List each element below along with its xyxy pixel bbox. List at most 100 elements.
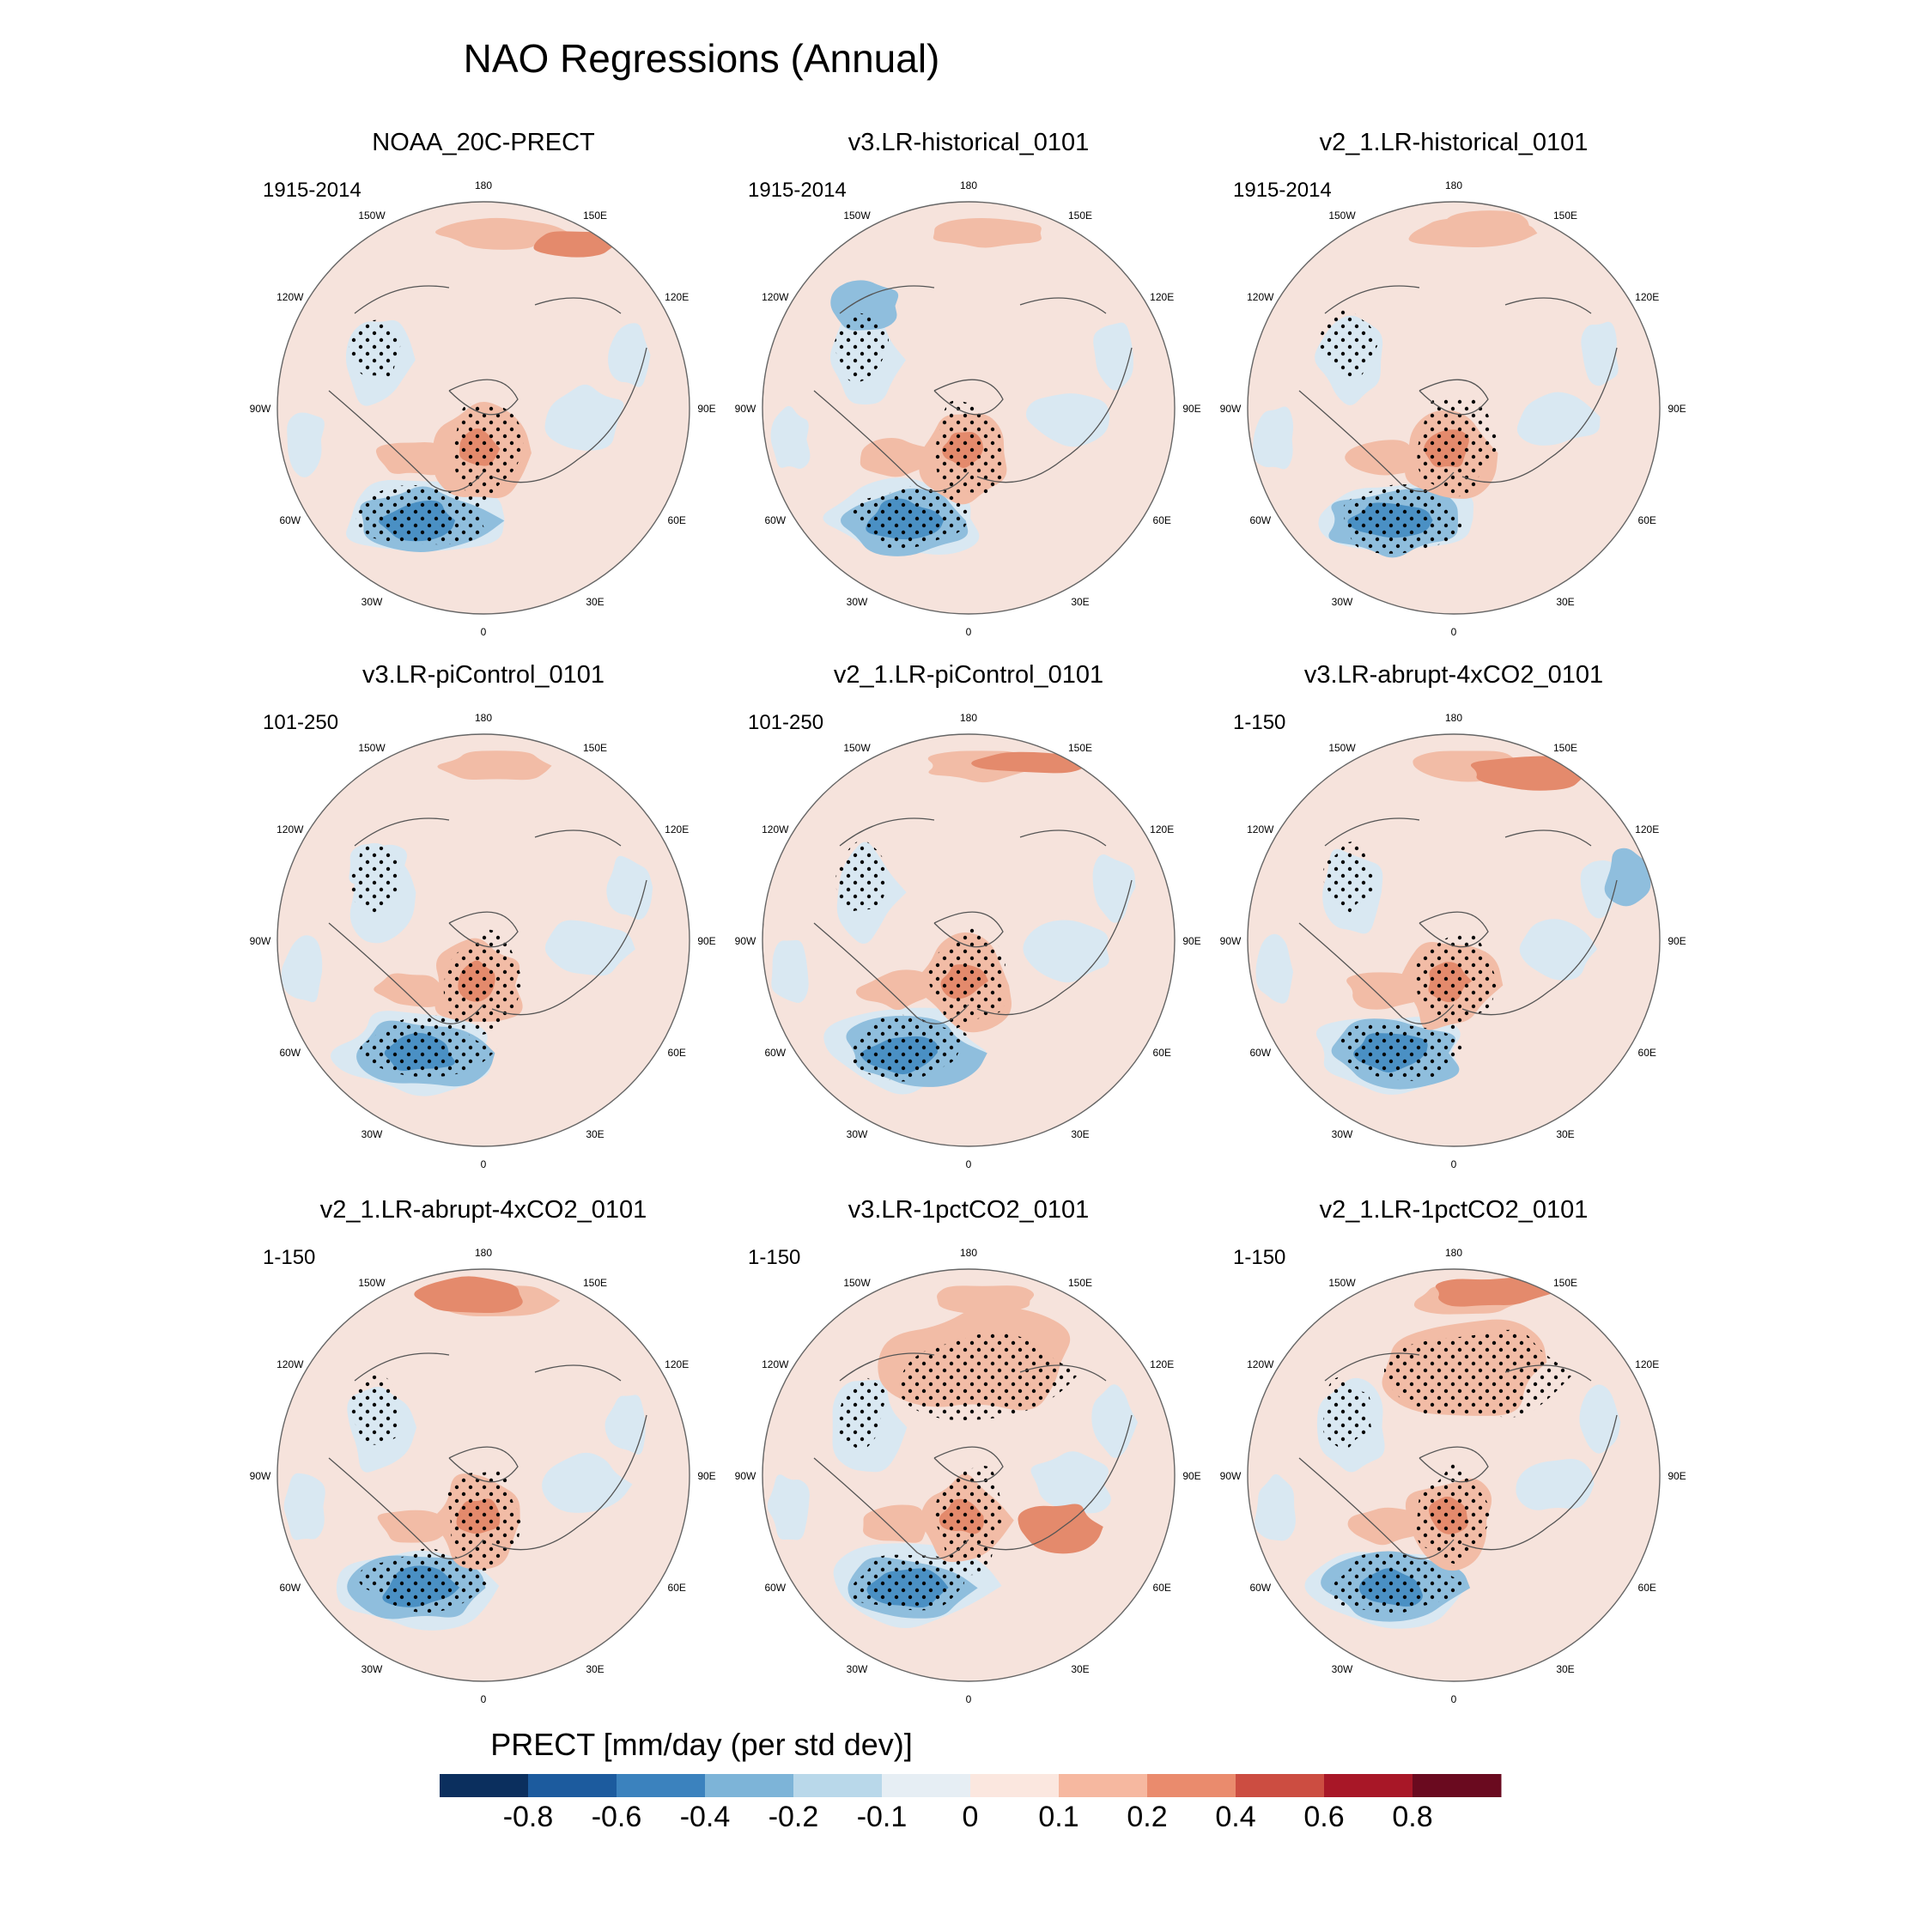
panel-title: v2_1.LR-abrupt-4xCO2_0101 — [320, 1196, 647, 1224]
longitude-label: 150W — [358, 210, 386, 222]
colorbar-tick-label: 0.1 — [1038, 1801, 1078, 1833]
map-border — [1247, 201, 1661, 615]
panel-title: v2_1.LR-historical_0101 — [1320, 129, 1589, 156]
longitude-label: 150E — [1553, 210, 1577, 222]
pacific-rim-positive-anomaly — [1435, 1278, 1556, 1307]
longitude-label: 150E — [1553, 1277, 1577, 1289]
coastlines — [328, 285, 647, 492]
coastlines — [813, 1352, 1133, 1559]
stipple-pacific — [834, 313, 890, 383]
longitude-label: 30E — [586, 1663, 604, 1675]
pacific-rim-positive-anomaly — [971, 751, 1085, 774]
stipple-pacific — [836, 1376, 886, 1450]
coastline-siberia — [1504, 1364, 1592, 1382]
stipple-pacific — [349, 843, 400, 914]
longitude-label: 120E — [1150, 823, 1174, 835]
longitude-label: 90E — [1182, 403, 1200, 415]
significance-stippling — [1322, 1329, 1574, 1614]
stipple-atlantic — [358, 1548, 488, 1613]
longitude-label: 120E — [1635, 823, 1659, 835]
tropical-atlantic-negative-anomaly — [281, 935, 323, 1003]
longitude-label: 120W — [276, 291, 304, 303]
siberia-negative-anomaly — [544, 384, 624, 451]
coastline-greenland — [933, 1446, 1004, 1483]
coastline-eurasia — [491, 347, 647, 483]
stipple-arctic — [935, 400, 1005, 496]
stipple-arctic — [443, 929, 524, 1035]
colorbar-tick-label: -0.6 — [592, 1801, 642, 1833]
longitude-label: 150E — [583, 210, 607, 222]
significance-stippling — [348, 319, 525, 545]
colorbar-tick-label: 0.8 — [1392, 1801, 1432, 1833]
significance-stippling — [349, 1375, 522, 1613]
longitude-label: 90W — [250, 403, 271, 415]
longitude-label: 150E — [1068, 210, 1092, 222]
longitude-label: 90E — [1182, 1470, 1200, 1482]
map-panel: v2_1.LR-historical_0101 1915-2014 180 150E 1… — [1220, 129, 1686, 638]
longitude-label: 150W — [1328, 742, 1356, 754]
stipple-pacific — [1322, 1376, 1371, 1450]
map-border — [276, 201, 690, 615]
longitude-label: 0 — [481, 626, 487, 638]
longitude-label: 30E — [1556, 596, 1574, 608]
tropical-atlantic-negative-anomaly — [287, 412, 325, 477]
longitude-label: 150W — [358, 742, 386, 754]
map-field — [277, 734, 690, 1146]
colorbar-title: PRECT [mm/day (per std dev)] — [490, 1727, 912, 1762]
significance-stippling — [835, 840, 1006, 1082]
colorbar-box — [617, 1774, 706, 1797]
coastline-eurasia — [491, 879, 647, 1016]
stipple-atlantic — [850, 1554, 967, 1611]
longitude-label: 90W — [735, 935, 756, 947]
map-border — [762, 201, 1176, 615]
map-field — [762, 1269, 1175, 1681]
coastline-eurasia — [976, 347, 1133, 483]
longitude-label: 30E — [1556, 1663, 1574, 1675]
coastline-siberia — [1504, 297, 1592, 314]
tropical-atlantic-negative-anomaly — [283, 1473, 325, 1540]
tropical-atlantic-negative-anomaly — [1255, 1473, 1296, 1541]
pacific-rim-positive-anomaly — [533, 231, 617, 258]
longitude-label: 120E — [665, 823, 689, 835]
coastline-siberia — [1019, 829, 1107, 847]
longitude-label: 120E — [1635, 291, 1659, 303]
asia-core-negative-anomaly — [1604, 848, 1651, 907]
map-panel: v2_1.LR-1pctCO2_0101 1-150 180 150E 120E 90E 6… — [1220, 1196, 1686, 1705]
panel-title: v3.LR-piControl_0101 — [362, 661, 605, 689]
asia-negative-anomaly — [605, 1394, 646, 1455]
longitude-label: 60E — [668, 514, 686, 526]
map-border — [1247, 1268, 1661, 1682]
stipple-atlantic — [359, 1015, 498, 1078]
asia-negative-anomaly — [1091, 1384, 1139, 1458]
coastlines — [1298, 1352, 1618, 1559]
stipple-atlantic — [355, 485, 485, 545]
map-panel: v3.LR-1pctCO2_0101 1-150 180 150E 120E 90E 60E… — [735, 1196, 1201, 1705]
longitude-label: 90W — [1220, 935, 1242, 947]
coastline-greenland — [448, 911, 519, 948]
longitude-label: 150E — [583, 1277, 607, 1289]
longitude-label: 90W — [1220, 1470, 1242, 1482]
longitude-label: 60E — [1638, 1047, 1656, 1059]
map-panel: v3.LR-piControl_0101 101-250 180 150E 120E 90… — [250, 661, 716, 1170]
asia-negative-anomaly — [1581, 321, 1619, 386]
tropical-atlantic-negative-anomaly — [770, 405, 811, 469]
longitude-label: 0 — [481, 1158, 487, 1170]
longitude-label: 120W — [762, 823, 789, 835]
longitude-label: 0 — [1451, 1158, 1457, 1170]
coastline-north-america — [328, 922, 484, 1024]
longitude-label: 180 — [475, 179, 492, 191]
tropical-pacific-positive-anomaly — [437, 750, 552, 781]
longitude-label: 150W — [843, 210, 871, 222]
panel-title: v3.LR-historical_0101 — [848, 129, 1089, 156]
longitude-label: 90W — [1220, 403, 1242, 415]
longitude-label: 0 — [481, 1693, 487, 1705]
longitude-label: 120W — [762, 291, 789, 303]
colorbar-tick-label: 0.2 — [1127, 1801, 1167, 1833]
coastline-greenland — [1419, 1446, 1489, 1483]
coastline-siberia — [534, 829, 622, 847]
longitude-label: 60W — [279, 1047, 301, 1059]
map-field — [1248, 1269, 1660, 1681]
longitude-label: 90E — [697, 935, 715, 947]
